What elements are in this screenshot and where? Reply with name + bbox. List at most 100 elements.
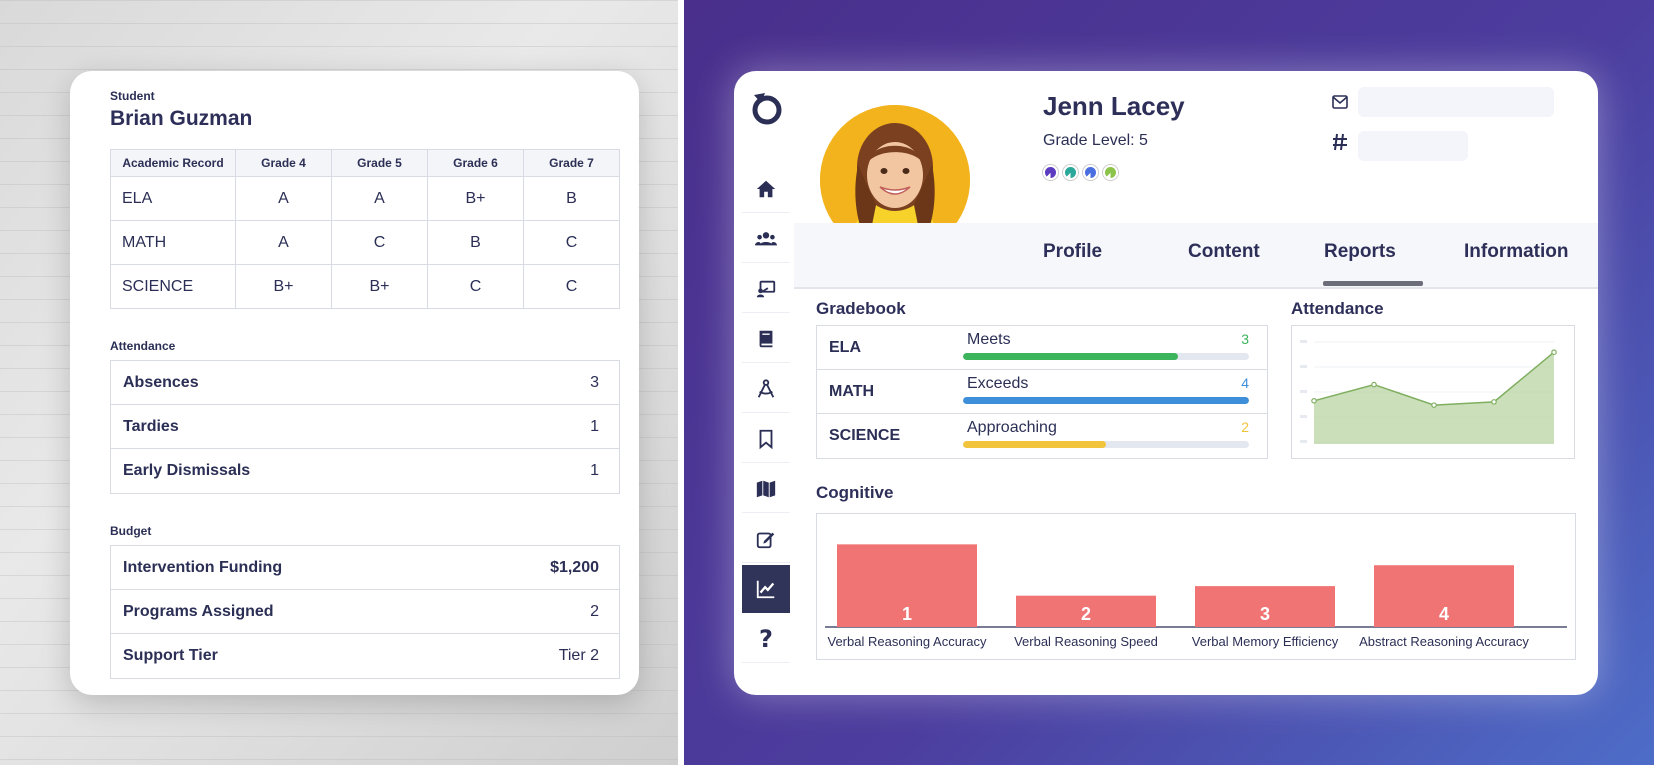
- sidebar-item-users[interactable]: [742, 215, 790, 263]
- bar: [837, 544, 977, 627]
- category-label: Abstract Reasoning Accuracy: [1359, 634, 1529, 649]
- sidebar-item-reports[interactable]: [742, 565, 790, 613]
- badge-dot: [1063, 165, 1078, 180]
- item-value: 1: [590, 462, 599, 479]
- edit-icon: [756, 532, 775, 548]
- data-point: [1431, 402, 1437, 408]
- grade-cell: A: [235, 220, 332, 265]
- item-value: 1: [590, 417, 599, 435]
- bar-value-label: 2: [1081, 604, 1091, 624]
- progress-fill: [963, 353, 1178, 360]
- category-label: Verbal Reasoning Accuracy: [828, 634, 987, 649]
- list-item: Support Tier Tier 2: [111, 634, 619, 678]
- item-value: $1,200: [550, 558, 599, 576]
- progress-track: [963, 441, 1249, 448]
- attendance-table: Absences 3 Tardies 1 Early Dismissals 1: [110, 360, 620, 494]
- subject-label: SCIENCE: [829, 427, 901, 444]
- column-header: Grade 6: [427, 149, 524, 177]
- email-field[interactable]: [1358, 87, 1554, 117]
- grid-line: [0, 713, 678, 714]
- budget-table: Intervention Funding $1,200 Programs Ass…: [110, 545, 620, 679]
- attendance-area-chart: [1300, 340, 1557, 444]
- budget-section-label: Budget: [110, 524, 152, 538]
- category-label: Verbal Memory Efficiency: [1192, 634, 1339, 649]
- student-label: Student: [110, 89, 155, 103]
- score-value: 3: [1241, 331, 1249, 347]
- item-value: Tier 2: [558, 647, 599, 664]
- tab-profile[interactable]: Profile: [1043, 241, 1103, 262]
- level-label: Exceeds: [967, 375, 1029, 392]
- sidebar-item-bookmarks[interactable]: [742, 415, 790, 463]
- id-field[interactable]: [1358, 131, 1468, 161]
- level-label: Approaching: [967, 419, 1057, 436]
- item-label: Early Dismissals: [123, 462, 251, 479]
- sidebar-item-notes[interactable]: [742, 515, 790, 563]
- users-icon: [755, 231, 777, 245]
- badge-dots: [1043, 165, 1118, 180]
- bar: [1195, 586, 1335, 627]
- progress-track: [963, 397, 1249, 404]
- help-icon: ?: [759, 624, 773, 653]
- badge-dot: [1083, 165, 1098, 180]
- grid-line: [0, 46, 678, 47]
- profile-name: Jenn Lacey: [1043, 91, 1185, 121]
- student-card: Student Brian Guzman Academic Record Gra…: [70, 71, 639, 695]
- grade-cell: B+: [427, 176, 524, 221]
- item-label: Absences: [123, 373, 199, 391]
- hash-icon: [1333, 133, 1347, 151]
- item-label: Programs Assigned: [123, 602, 274, 620]
- tab-information[interactable]: Information: [1464, 241, 1569, 262]
- item-label: Support Tier: [123, 647, 218, 664]
- bar: [1374, 565, 1514, 627]
- sidebar-item-help[interactable]: ?: [742, 615, 790, 663]
- sidebar-item-home[interactable]: [742, 165, 790, 213]
- envelope-icon: [1332, 95, 1348, 109]
- active-tab-indicator: [1323, 281, 1423, 286]
- gradebook-table: ELA Meets 3 MATH Exceeds 4 SCIENCE Appro…: [816, 325, 1268, 459]
- y-tick-mark: [1300, 365, 1307, 368]
- attendance-chart: [1291, 325, 1575, 459]
- bar-value-label: 4: [1439, 604, 1449, 624]
- academic-record-table: Academic Record Grade 4 Grade 5 Grade 6 …: [110, 149, 620, 309]
- attendance-section-label: Attendance: [110, 339, 176, 353]
- subject-cell: MATH: [110, 220, 236, 265]
- home-icon: [756, 180, 776, 197]
- score-value: 4: [1241, 375, 1249, 391]
- sidebar-item-map[interactable]: [742, 465, 790, 513]
- grade-cell: B: [427, 220, 524, 265]
- grid-line: [0, 69, 678, 70]
- badge-dot: [1103, 165, 1118, 180]
- app-logo-icon: [752, 93, 782, 125]
- tab-reports[interactable]: Reports: [1324, 241, 1396, 262]
- grade-cell: A: [235, 176, 332, 221]
- item-label: Tardies: [123, 417, 179, 435]
- bar-value-label: 1: [902, 604, 912, 624]
- subject-cell: ELA: [110, 176, 236, 221]
- student-name: Brian Guzman: [110, 107, 253, 130]
- list-item: Tardies 1: [111, 405, 619, 449]
- sidebar-item-library[interactable]: [742, 315, 790, 363]
- y-tick-mark: [1300, 415, 1307, 418]
- grid-line: [0, 0, 678, 1]
- grade-cell: C: [523, 264, 620, 309]
- teacher-board-icon: [756, 280, 776, 297]
- data-point: [1551, 349, 1557, 356]
- y-tick-mark: [1300, 340, 1307, 343]
- sidebar-item-tools[interactable]: [742, 365, 790, 413]
- tab-content[interactable]: Content: [1188, 241, 1260, 262]
- sidebar-item-classroom[interactable]: [742, 265, 790, 313]
- progress-fill: [963, 397, 1249, 404]
- table-row: SCIENCE B+ B+ C C: [110, 264, 620, 309]
- list-item: Intervention Funding $1,200: [111, 546, 619, 590]
- grade-cell: B+: [331, 264, 428, 309]
- book-icon: [759, 330, 773, 347]
- gradebook-title: Gradebook: [816, 299, 906, 318]
- gradebook-row: MATH Exceeds 4: [817, 370, 1267, 414]
- tab-bar: Profile Content Reports Information: [794, 223, 1598, 289]
- subject-label: ELA: [829, 339, 861, 356]
- map-icon: [756, 480, 776, 497]
- progress-fill: [963, 441, 1106, 448]
- data-point: [1371, 381, 1377, 388]
- list-item: Absences 3: [111, 361, 619, 405]
- chart-line-icon: [756, 580, 775, 599]
